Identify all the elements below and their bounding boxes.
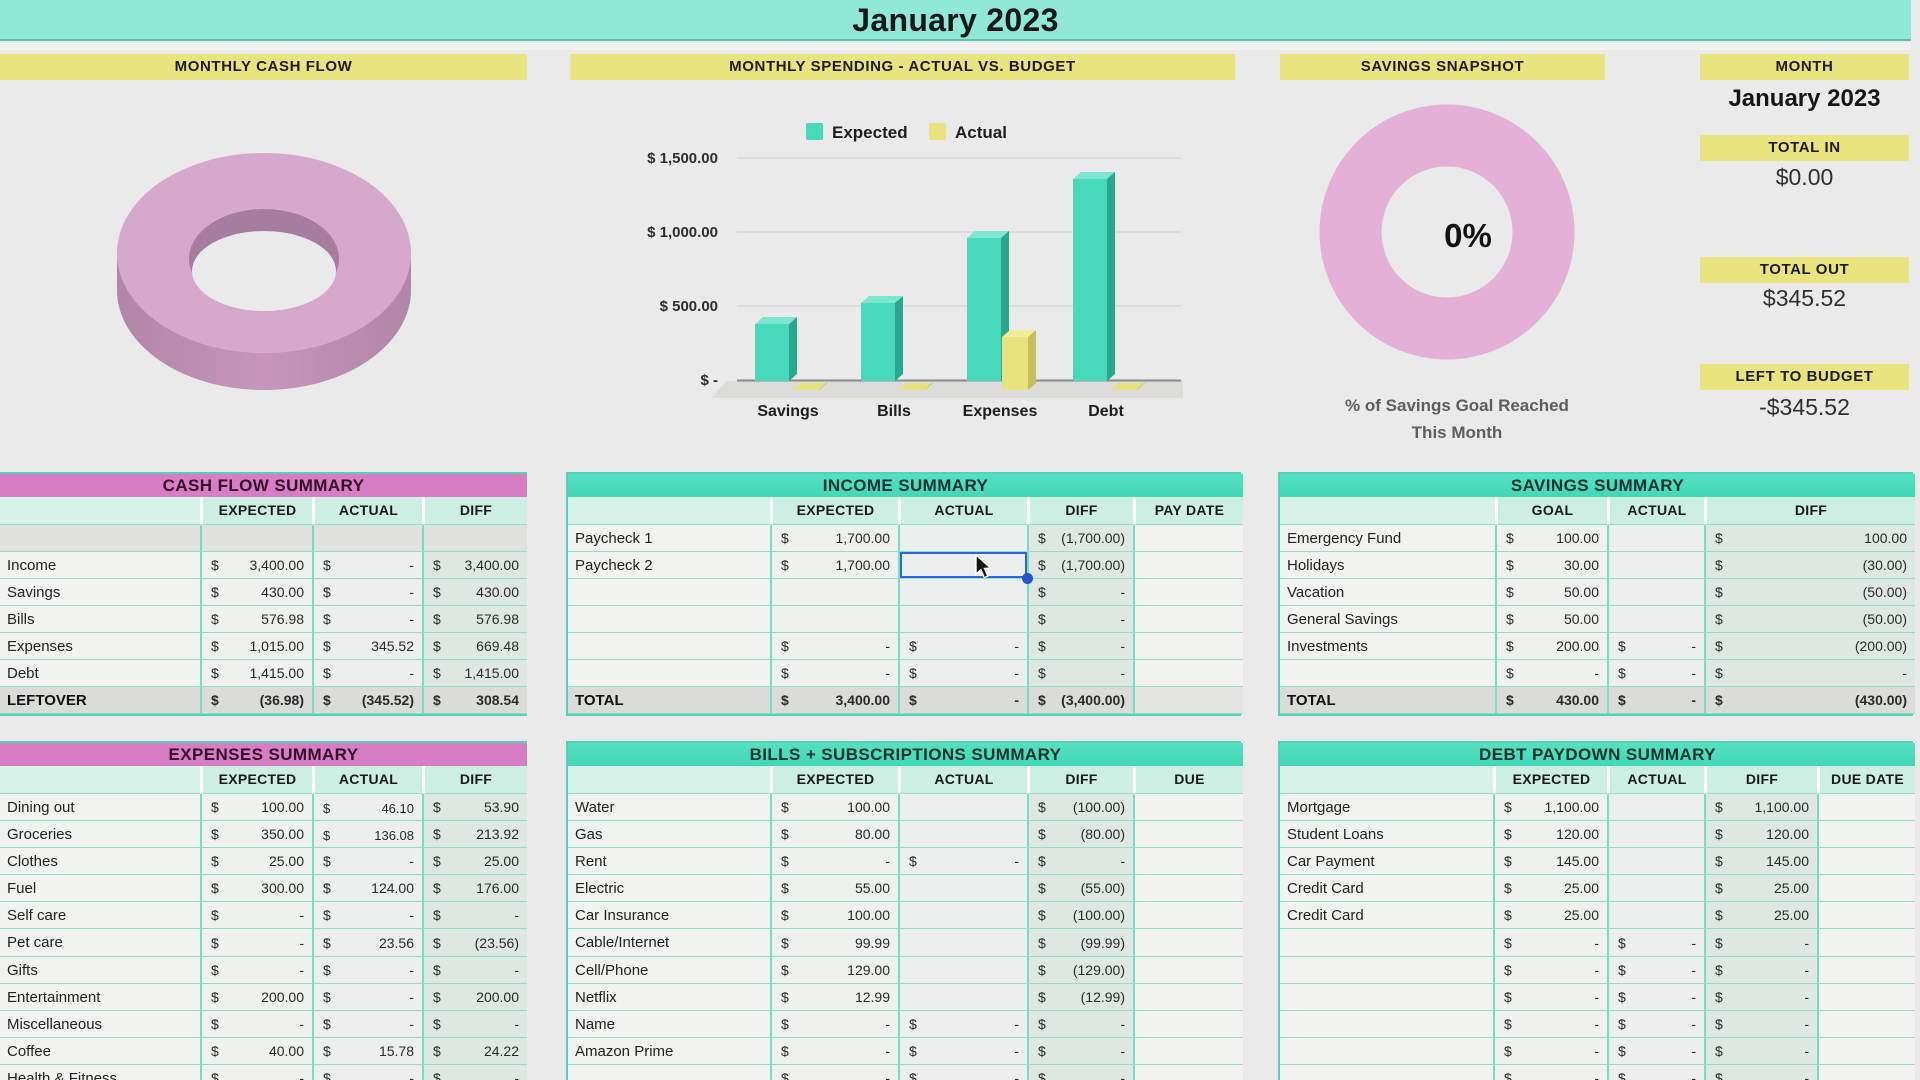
svg-text:0%: 0% (1444, 217, 1492, 254)
svg-text:$ 1,000.00: $ 1,000.00 (647, 224, 718, 241)
svg-text:Savings: Savings (757, 403, 818, 420)
svg-text:Bills: Bills (877, 403, 911, 420)
svg-text:Actual: Actual (955, 123, 1007, 142)
svg-text:$ -: $ - (700, 372, 718, 389)
svg-text:$ 500.00: $ 500.00 (660, 298, 718, 315)
svg-text:Expected: Expected (832, 123, 908, 142)
svg-text:Debt: Debt (1088, 403, 1124, 420)
svg-text:$ 1,500.00: $ 1,500.00 (647, 150, 718, 167)
svg-text:Expenses: Expenses (963, 403, 1038, 420)
